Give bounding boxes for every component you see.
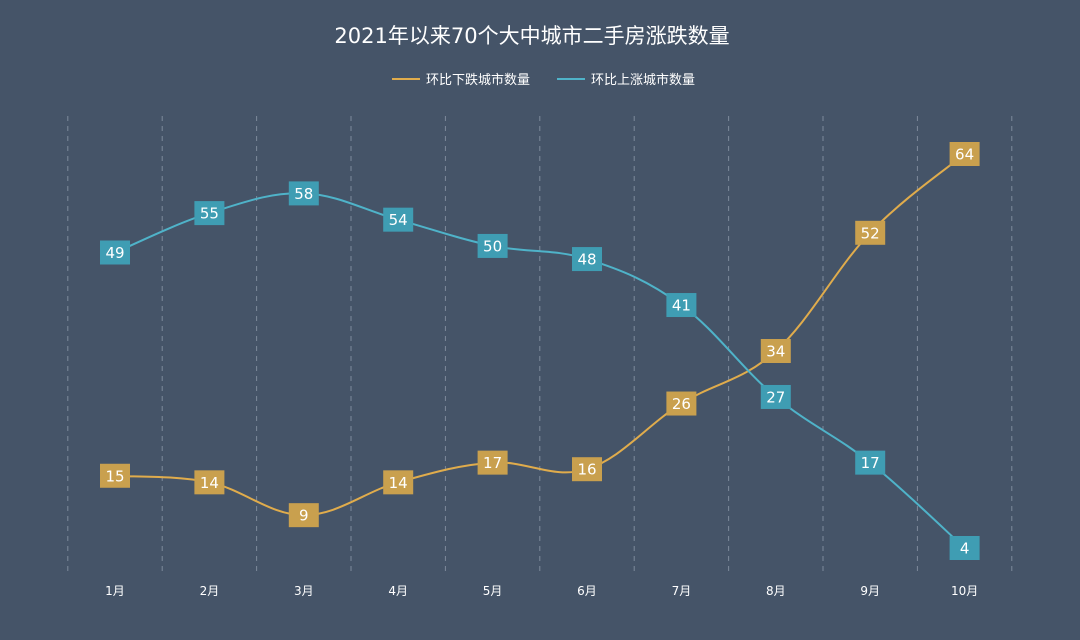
data-label: 54	[389, 211, 408, 229]
data-point: 16	[572, 457, 602, 482]
data-label-box	[949, 536, 980, 560]
x-tick-label: 3月	[294, 584, 314, 598]
data-label-box	[855, 220, 886, 245]
data-label-box	[760, 339, 791, 363]
data-point: 49	[100, 240, 130, 265]
data-label-box	[666, 391, 697, 416]
data-label-box	[477, 450, 508, 475]
data-label: 4	[960, 540, 970, 558]
legend-label: 环比上涨城市数量	[591, 72, 695, 88]
chart-title: 2021年以来70个大中城市二手房涨跌数量	[334, 24, 729, 48]
data-point: 64	[949, 142, 980, 166]
data-label: 26	[672, 395, 691, 413]
data-label: 17	[861, 454, 880, 472]
data-label-box	[572, 247, 602, 272]
data-label: 52	[861, 224, 880, 242]
data-point: 52	[855, 220, 886, 245]
data-point: 50	[477, 233, 508, 258]
data-label-box	[100, 463, 130, 488]
data-label-box	[949, 142, 980, 166]
x-tick-label: 5月	[483, 584, 503, 598]
x-tick-label: 10月	[951, 584, 978, 598]
data-label-box	[855, 450, 886, 475]
legend-label: 环比下跌城市数量	[426, 72, 530, 88]
data-label: 27	[766, 388, 785, 406]
x-tick-label: 4月	[388, 584, 408, 598]
data-point: 54	[383, 207, 414, 232]
legend: 环比下跌城市数量 环比上涨城市数量	[392, 72, 695, 88]
data-label: 50	[483, 237, 502, 255]
data-point: 48	[572, 247, 602, 272]
series-line	[114, 153, 966, 517]
x-tick-label: 1月	[105, 584, 125, 598]
data-point: 26	[666, 391, 697, 416]
data-label: 41	[672, 297, 691, 315]
data-point: 27	[760, 384, 791, 409]
x-tick-label: 9月	[860, 584, 880, 598]
x-axis-ticks: 1月 2月 3月 4月 5月 6月 7月 8月 9月 10月	[105, 584, 978, 598]
data-point: 4	[949, 536, 980, 560]
x-tick-label: 7月	[672, 584, 692, 598]
data-label: 55	[200, 205, 219, 223]
data-point: 17	[477, 450, 508, 475]
data-label: 14	[389, 474, 408, 492]
data-point: 17	[855, 450, 886, 475]
data-label-box	[288, 503, 319, 528]
data-labels: 15 14 9 14 17 16 26 34 52 64 49 55 58 54 50 48 41 27 17 4	[100, 142, 980, 560]
series-lines	[114, 153, 966, 549]
data-label-box	[383, 470, 414, 495]
x-tick-label: 2月	[200, 584, 220, 598]
data-point: 14	[383, 470, 414, 495]
data-label: 49	[105, 244, 124, 262]
data-label: 15	[105, 467, 124, 485]
data-label-box	[383, 207, 414, 232]
x-tick-label: 8月	[766, 584, 786, 598]
data-point: 9	[288, 503, 319, 528]
data-label-box	[100, 240, 130, 265]
data-label: 17	[483, 454, 502, 472]
data-label: 14	[200, 474, 219, 492]
data-point: 15	[100, 463, 130, 488]
data-label: 58	[294, 185, 313, 203]
data-label-box	[194, 201, 225, 226]
data-label-box	[288, 181, 319, 206]
data-point: 58	[288, 181, 319, 206]
data-label-box	[477, 233, 508, 258]
data-point: 55	[194, 201, 225, 226]
data-label: 48	[577, 251, 596, 269]
series-line	[114, 192, 966, 549]
data-label-box	[572, 457, 602, 482]
data-point: 41	[666, 293, 697, 318]
data-point: 14	[194, 470, 225, 495]
data-label: 64	[955, 146, 974, 164]
data-point: 34	[760, 339, 791, 363]
grid-lines	[67, 116, 1013, 572]
data-label-box	[194, 470, 225, 495]
data-label: 9	[299, 507, 309, 525]
x-tick-label: 6月	[577, 584, 597, 598]
data-label-box	[666, 293, 697, 318]
data-label: 34	[766, 343, 785, 361]
data-label: 16	[577, 461, 596, 479]
data-label-box	[760, 384, 791, 409]
